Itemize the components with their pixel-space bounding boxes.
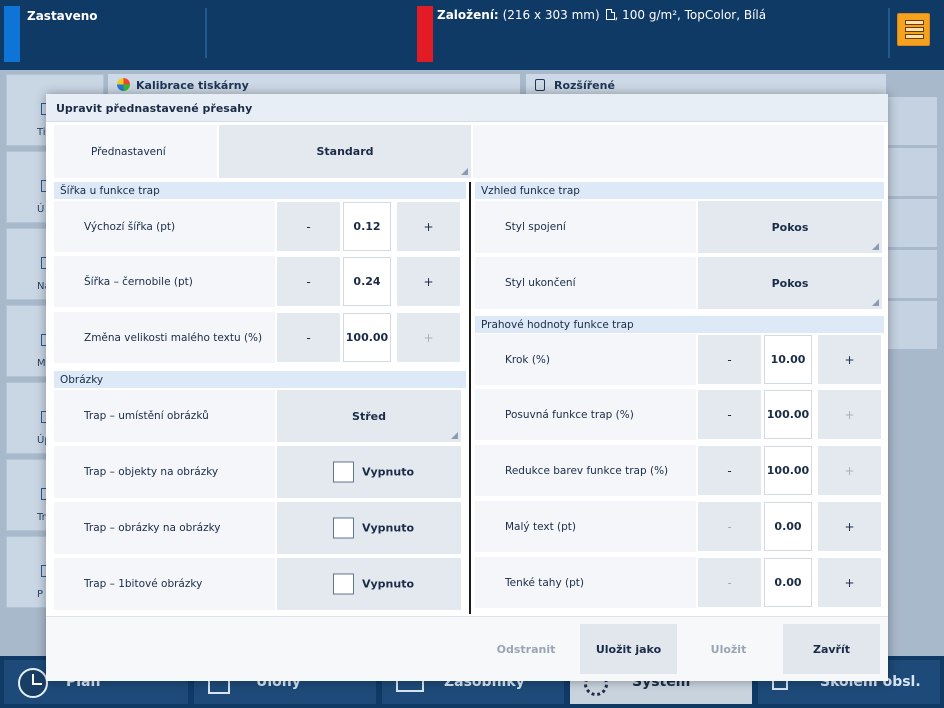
color-reduction-value[interactable]: 100.00 <box>764 446 812 495</box>
media-status-indicator <box>417 6 433 62</box>
images-heading: Obrázky <box>54 371 466 388</box>
small-text-value[interactable]: 0.00 <box>764 502 812 551</box>
top-status-bar: Zastaveno Založení: (216 x 303 mm) , 100… <box>0 0 944 70</box>
objects-to-images-label: Trap – objekty na obrázky <box>54 446 275 498</box>
delete-button[interactable]: Odstranit <box>496 642 556 656</box>
join-style-label: Styl spojení <box>475 201 696 253</box>
default-width-value[interactable]: 0.12 <box>343 202 391 251</box>
small-text-label: Malý text (pt) <box>475 501 696 552</box>
small-text-decrease-button[interactable]: - <box>698 502 761 551</box>
loaded-media: , 100 g/m², TopColor, Bílá <box>614 8 767 22</box>
color-reduction-increase-button[interactable]: + <box>818 446 881 495</box>
printer-status-indicator <box>4 6 20 62</box>
bg-panel-advanced: Rozšířené <box>526 74 886 96</box>
column-divider <box>469 182 471 614</box>
loaded-size: (216 x 303 mm) <box>502 8 600 22</box>
objects-to-images-toggle[interactable]: Vypnuto <box>277 446 461 498</box>
objects-to-images-checkbox[interactable] <box>333 461 354 483</box>
black-width-increase-button[interactable]: + <box>397 257 460 306</box>
small-text-scale-label: Změna velikosti malého textu (%) <box>54 312 275 363</box>
step-decrease-button[interactable]: - <box>698 335 761 384</box>
trap-width-heading: Šířka u funkce trap <box>54 182 466 199</box>
dialog-title: Upravit přednastavené přesahy <box>46 94 888 122</box>
thin-lines-label: Tenké tahy (pt) <box>475 557 696 608</box>
default-width-decrease-button[interactable]: - <box>277 202 340 251</box>
loaded-label: Založení: <box>437 8 499 22</box>
bg-panel-calibration: Kalibrace tiskárny <box>108 74 520 96</box>
small-text-scale-decrease-button[interactable]: - <box>277 313 340 362</box>
sliding-trap-label: Posuvná funkce trap (%) <box>475 389 696 440</box>
preset-spacer <box>473 125 884 178</box>
color-reduction-label: Redukce barev funkce trap (%) <box>475 445 696 496</box>
sliding-trap-value[interactable]: 100.00 <box>764 390 812 439</box>
default-width-increase-button[interactable]: + <box>397 202 460 251</box>
color-reduction-decrease-button[interactable]: - <box>698 446 761 495</box>
step-label: Krok (%) <box>475 334 696 385</box>
edit-trapping-presets-dialog: Upravit přednastavené přesahy Přednastav… <box>46 94 888 681</box>
bg-right-tiles <box>887 97 937 397</box>
calibration-icon <box>117 78 130 91</box>
document-icon <box>605 9 615 20</box>
images-to-images-checkbox[interactable] <box>333 517 354 539</box>
save-button[interactable]: Uložit <box>710 642 747 656</box>
end-style-label: Styl ukončení <box>475 257 696 309</box>
small-text-increase-button[interactable]: + <box>818 502 881 551</box>
dialog-footer: Odstranit Uložit jako Uložit Zavřít <box>46 616 888 681</box>
sliding-trap-decrease-button[interactable]: - <box>698 390 761 439</box>
job-queue-button[interactable] <box>897 13 930 46</box>
end-style-dropdown[interactable]: Pokos <box>698 257 882 309</box>
status-separator-right <box>888 8 890 58</box>
black-width-decrease-button[interactable]: - <box>277 257 340 306</box>
small-text-scale-increase-button[interactable]: + <box>397 313 460 362</box>
trap-thresholds-heading: Prahové hodnoty funkce trap <box>475 316 884 333</box>
step-value[interactable]: 10.00 <box>764 335 812 384</box>
black-width-label: Šířka – černobile (pt) <box>54 256 275 307</box>
images-to-images-toggle[interactable]: Vypnuto <box>277 502 461 554</box>
image-placement-label: Trap – umístění obrázků <box>54 390 275 442</box>
close-button[interactable]: Zavřít <box>783 624 880 674</box>
preset-label: Přednastavení <box>54 125 217 178</box>
small-text-scale-value[interactable]: 100.00 <box>343 313 391 362</box>
save-as-button[interactable]: Uložit jako <box>580 624 677 674</box>
thin-lines-increase-button[interactable]: + <box>818 558 881 607</box>
thin-lines-value[interactable]: 0.00 <box>764 558 812 607</box>
default-width-label: Výchozí šířka (pt) <box>54 201 275 252</box>
one-bit-images-label: Trap – 1bitové obrázky <box>54 558 275 610</box>
images-to-images-label: Trap – obrázky na obrázky <box>54 502 275 554</box>
black-width-value[interactable]: 0.24 <box>343 257 391 306</box>
preset-dropdown[interactable]: Standard <box>219 125 471 178</box>
step-increase-button[interactable]: + <box>818 335 881 384</box>
one-bit-images-checkbox[interactable] <box>333 573 354 595</box>
one-bit-images-toggle[interactable]: Vypnuto <box>277 558 461 610</box>
image-placement-dropdown[interactable]: Střed <box>277 390 461 442</box>
join-style-dropdown[interactable]: Pokos <box>698 201 882 253</box>
clock-icon <box>18 668 48 698</box>
sliding-trap-increase-button[interactable]: + <box>818 390 881 439</box>
hand-icon <box>535 79 545 91</box>
status-separator <box>205 8 207 58</box>
thin-lines-decrease-button[interactable]: - <box>698 558 761 607</box>
printer-status-text: Zastaveno <box>27 9 98 23</box>
trap-appearance-heading: Vzhled funkce trap <box>475 182 884 199</box>
loaded-media-info: Založení: (216 x 303 mm) , 100 g/m², Top… <box>437 8 766 22</box>
